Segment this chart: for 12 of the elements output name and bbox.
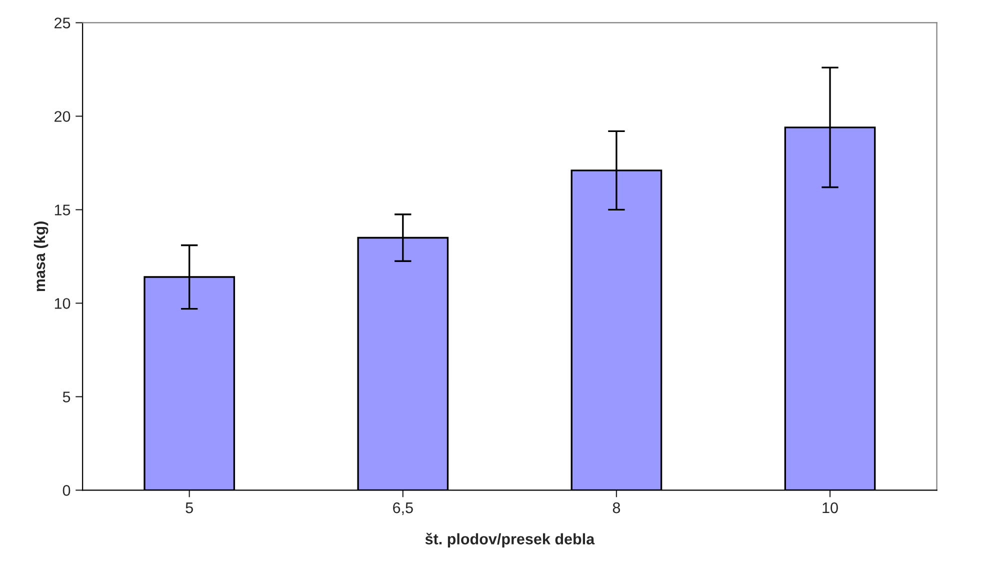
x-tick-label: 6,5: [393, 502, 413, 516]
y-tick-label: 15: [54, 204, 70, 216]
x-tick-label: 5: [186, 502, 193, 514]
y-tick-label: 20: [54, 111, 70, 122]
x-tick-label: 10: [822, 502, 838, 514]
x-tick-label: 8: [612, 502, 620, 514]
x-axis-title: št. plodov/presek debla: [425, 532, 595, 548]
y-tick-label: 25: [54, 18, 70, 28]
y-tick-label: 0: [62, 485, 70, 496]
y-tick-label: 5: [62, 392, 70, 402]
y-tick-label: 10: [54, 298, 70, 309]
y-axis-title: masa (kg): [34, 222, 48, 292]
